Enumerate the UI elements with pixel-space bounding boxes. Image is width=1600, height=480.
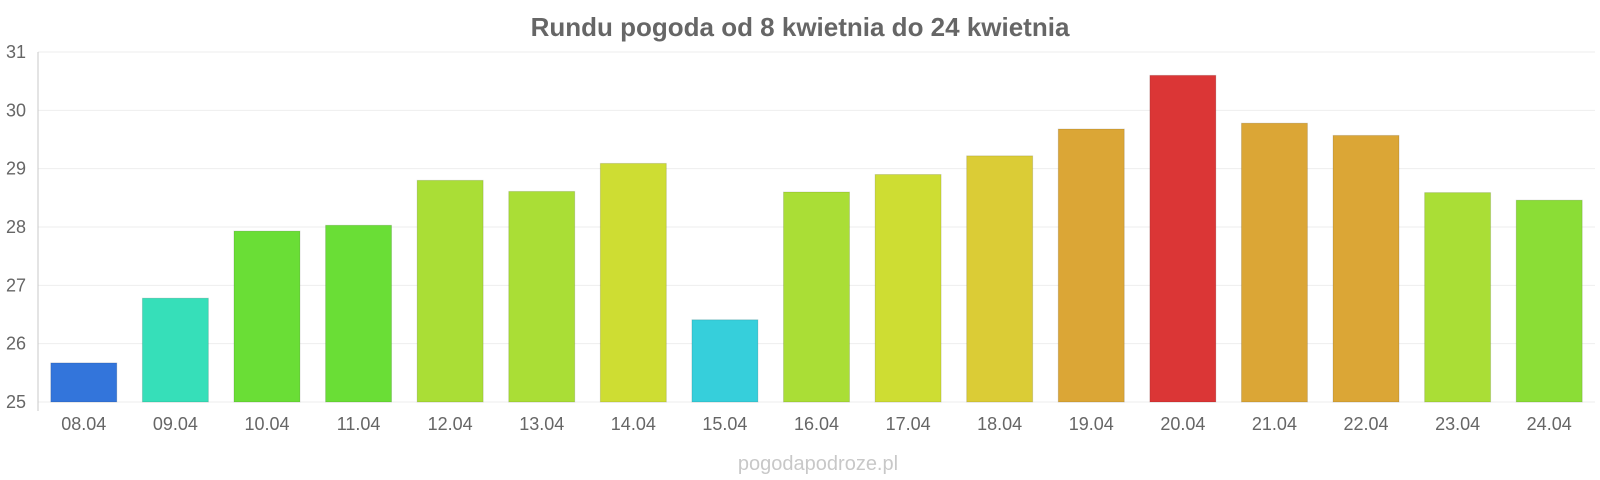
- bar-22.04: [1332, 134, 1400, 403]
- y-tick-label: 25: [6, 392, 26, 412]
- x-tick-label: 10.04: [244, 414, 289, 434]
- bar-11.04: [325, 224, 393, 403]
- bar-21.04: [1240, 122, 1308, 403]
- x-tick-label: 15.04: [702, 414, 747, 434]
- y-tick-label: 31: [6, 42, 26, 62]
- y-tick-label: 26: [6, 334, 26, 354]
- x-tick-label: 17.04: [886, 414, 931, 434]
- bar-18.04: [966, 155, 1034, 403]
- bar-17.04: [874, 174, 942, 403]
- bar-20.04: [1149, 74, 1217, 403]
- bar-19.04: [1057, 128, 1125, 403]
- x-tick-label: 09.04: [153, 414, 198, 434]
- x-tick-label: 12.04: [428, 414, 473, 434]
- y-tick-label: 27: [6, 275, 26, 295]
- source-watermark: pogodapodroze.pl: [738, 453, 898, 475]
- bar-14.04: [599, 162, 667, 403]
- bar-24.04: [1515, 199, 1583, 403]
- y-tick-label: 30: [6, 100, 26, 120]
- bar-13.04: [508, 190, 576, 403]
- x-tick-label: 08.04: [61, 414, 106, 434]
- bar-12.04: [416, 179, 484, 403]
- x-tick-label: 23.04: [1435, 414, 1480, 434]
- x-tick-label: 24.04: [1527, 414, 1572, 434]
- y-tick-label: 28: [6, 217, 26, 237]
- x-tick-label: 22.04: [1344, 414, 1389, 434]
- bar-08.04: [50, 362, 118, 403]
- bar-23.04: [1424, 192, 1492, 403]
- x-axis: 08.04 09.04 10.04 11.04 12.04 13.04 14.04 15.04…: [61, 414, 1571, 434]
- x-tick-label: 16.04: [794, 414, 839, 434]
- bar-15.04: [691, 319, 759, 403]
- x-tick-label: 19.04: [1069, 414, 1114, 434]
- chart-title: Rundu pogoda od 8 kwietnia do 24 kwietni…: [531, 12, 1070, 42]
- x-tick-label: 14.04: [611, 414, 656, 434]
- bar-16.04: [783, 191, 850, 403]
- x-tick-label: 13.04: [519, 414, 564, 434]
- x-tick-label: 18.04: [977, 414, 1022, 434]
- x-tick-label: 20.04: [1160, 414, 1205, 434]
- y-axis: 25 26 27 28 29 30 31: [6, 42, 39, 412]
- x-tick-label: 11.04: [337, 414, 381, 434]
- y-tick-label: 29: [6, 159, 26, 179]
- bar-10.04: [233, 230, 301, 403]
- x-tick-label: 21.04: [1252, 414, 1297, 434]
- bar-09.04: [141, 297, 209, 403]
- bars: [50, 74, 1583, 403]
